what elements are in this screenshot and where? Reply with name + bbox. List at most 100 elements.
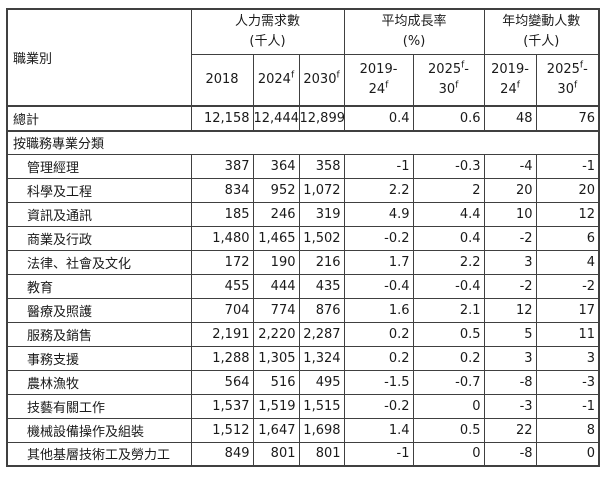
row-label: 事務支援 [6,345,192,371]
cell-value: 0 [412,441,485,467]
cell-value: 1,647 [252,417,300,443]
cell-value: 8 [535,417,600,443]
group-header-change-unit: (千人) [523,33,560,49]
cell-value: 2.2 [343,177,414,203]
cell-value: 2,191 [190,321,254,347]
cell-value: 0 [412,393,485,419]
cell-value: 0.2 [343,321,414,347]
cell-value: 1,515 [298,393,345,419]
table-row: 其他基層技術工及勞力工 849 801 801 -1 0 -8 0 [6,441,600,467]
cell-value: 76 [535,105,600,132]
cell-value: 0.2 [412,345,485,371]
cell-value: -0.2 [343,225,414,251]
cell-value: 801 [252,441,300,467]
cell-value: 774 [252,297,300,323]
cell-value: 1,502 [298,225,345,251]
row-label: 醫療及照護 [6,297,192,323]
cell-value: 3 [483,249,537,275]
cell-value: 1.4 [343,417,414,443]
cell-value: 1,324 [298,345,345,371]
cell-value: -0.4 [412,273,485,299]
cell-value: -1 [535,393,600,419]
cell-value: 358 [298,153,345,179]
cell-value: 11 [535,321,600,347]
cell-value: 17 [535,297,600,323]
group-header-change-title: 年均變動人數 [502,13,581,29]
cell-value: 319 [298,201,345,227]
row-label: 農林漁牧 [6,369,192,395]
table-row: 商業及行政 1,480 1,465 1,502 -0.2 0.4 -2 6 [6,225,600,251]
row-label: 法律、社會及文化 [6,249,192,275]
column-header-2030f: 2030f [298,53,345,107]
cell-value: 12 [535,201,600,227]
cell-value: -1 [343,441,414,467]
cell-value: 2.1 [412,297,485,323]
cell-value: -2 [535,273,600,299]
cell-value: 495 [298,369,345,395]
cell-value: 216 [298,249,345,275]
cell-value: 3 [483,345,537,371]
group-header-demand-unit: (千人) [249,33,286,49]
cell-value: 1,072 [298,177,345,203]
column-header-change-2025f-30f: 2025f- 30f [535,53,600,107]
cell-value: 1,465 [252,225,300,251]
table-body: 總計 12,158 12,444 12,899 0.4 0.6 48 76 按職… [6,105,600,467]
table-row: 農林漁牧 564 516 495 -1.5 -0.7 -8 -3 [6,369,600,395]
cell-value: 435 [298,273,345,299]
column-header-change-2019-24f: 2019- 24f [483,53,537,107]
cell-value: 801 [298,441,345,467]
table-header: 職業別 人力需求數 (千人) 平均成長率 (%) 年均變動人數 (千人) 201… [6,8,600,107]
row-label: 教育 [6,273,192,299]
group-header-growth-rate: 平均成長率 (%) [343,8,485,55]
cell-value: -0.2 [343,393,414,419]
cell-value: 0.6 [412,105,485,132]
table-row: 科學及工程 834 952 1,072 2.2 2 20 20 [6,177,600,203]
cell-value: -0.4 [343,273,414,299]
cell-value: 185 [190,201,254,227]
cell-value: 20 [535,177,600,203]
cell-value: -8 [483,369,537,395]
cell-value: 0 [535,441,600,467]
cell-value: 704 [190,297,254,323]
cell-value: 2 [412,177,485,203]
group-header-demand-title: 人力需求數 [235,13,301,29]
cell-value: 0.2 [343,345,414,371]
cell-value: 455 [190,273,254,299]
group-header-annual-change: 年均變動人數 (千人) [483,8,600,55]
table-row: 管理經理 387 364 358 -1 -0.3 -4 -1 [6,153,600,179]
cell-value: 2,287 [298,321,345,347]
cell-value: 0.4 [412,225,485,251]
cell-value: 516 [252,369,300,395]
cell-value: 1,288 [190,345,254,371]
group-header-growth-unit: (%) [402,33,426,49]
cell-value: 0.5 [412,321,485,347]
row-label: 科學及工程 [6,177,192,203]
cell-value: 0.5 [412,417,485,443]
table-row: 教育 455 444 435 -0.4 -0.4 -2 -2 [6,273,600,299]
cell-value: 1.6 [343,297,414,323]
cell-value: 1.7 [343,249,414,275]
cell-value: 1,305 [252,345,300,371]
section-label: 按職務專業分類 [6,130,600,155]
cell-value: 190 [252,249,300,275]
column-header-2024f: 2024f [252,53,300,107]
cell-value: 5 [483,321,537,347]
section-header-row: 按職務專業分類 [6,130,600,155]
cell-value: 12 [483,297,537,323]
cell-value: 6 [535,225,600,251]
column-header-occupation: 職業別 [6,8,192,107]
cell-value: 564 [190,369,254,395]
cell-value: 4 [535,249,600,275]
table-row: 事務支援 1,288 1,305 1,324 0.2 0.2 3 3 [6,345,600,371]
cell-value: 1,480 [190,225,254,251]
cell-value: 48 [483,105,537,132]
group-header-demand: 人力需求數 (千人) [190,8,345,55]
cell-value: -1.5 [343,369,414,395]
row-label: 技藝有關工作 [6,393,192,419]
cell-value: 12,158 [190,105,254,132]
cell-value: 1,512 [190,417,254,443]
cell-value: -3 [535,369,600,395]
cell-value: 0.4 [343,105,414,132]
row-label: 其他基層技術工及勞力工 [6,441,192,467]
cell-value: -0.3 [412,153,485,179]
